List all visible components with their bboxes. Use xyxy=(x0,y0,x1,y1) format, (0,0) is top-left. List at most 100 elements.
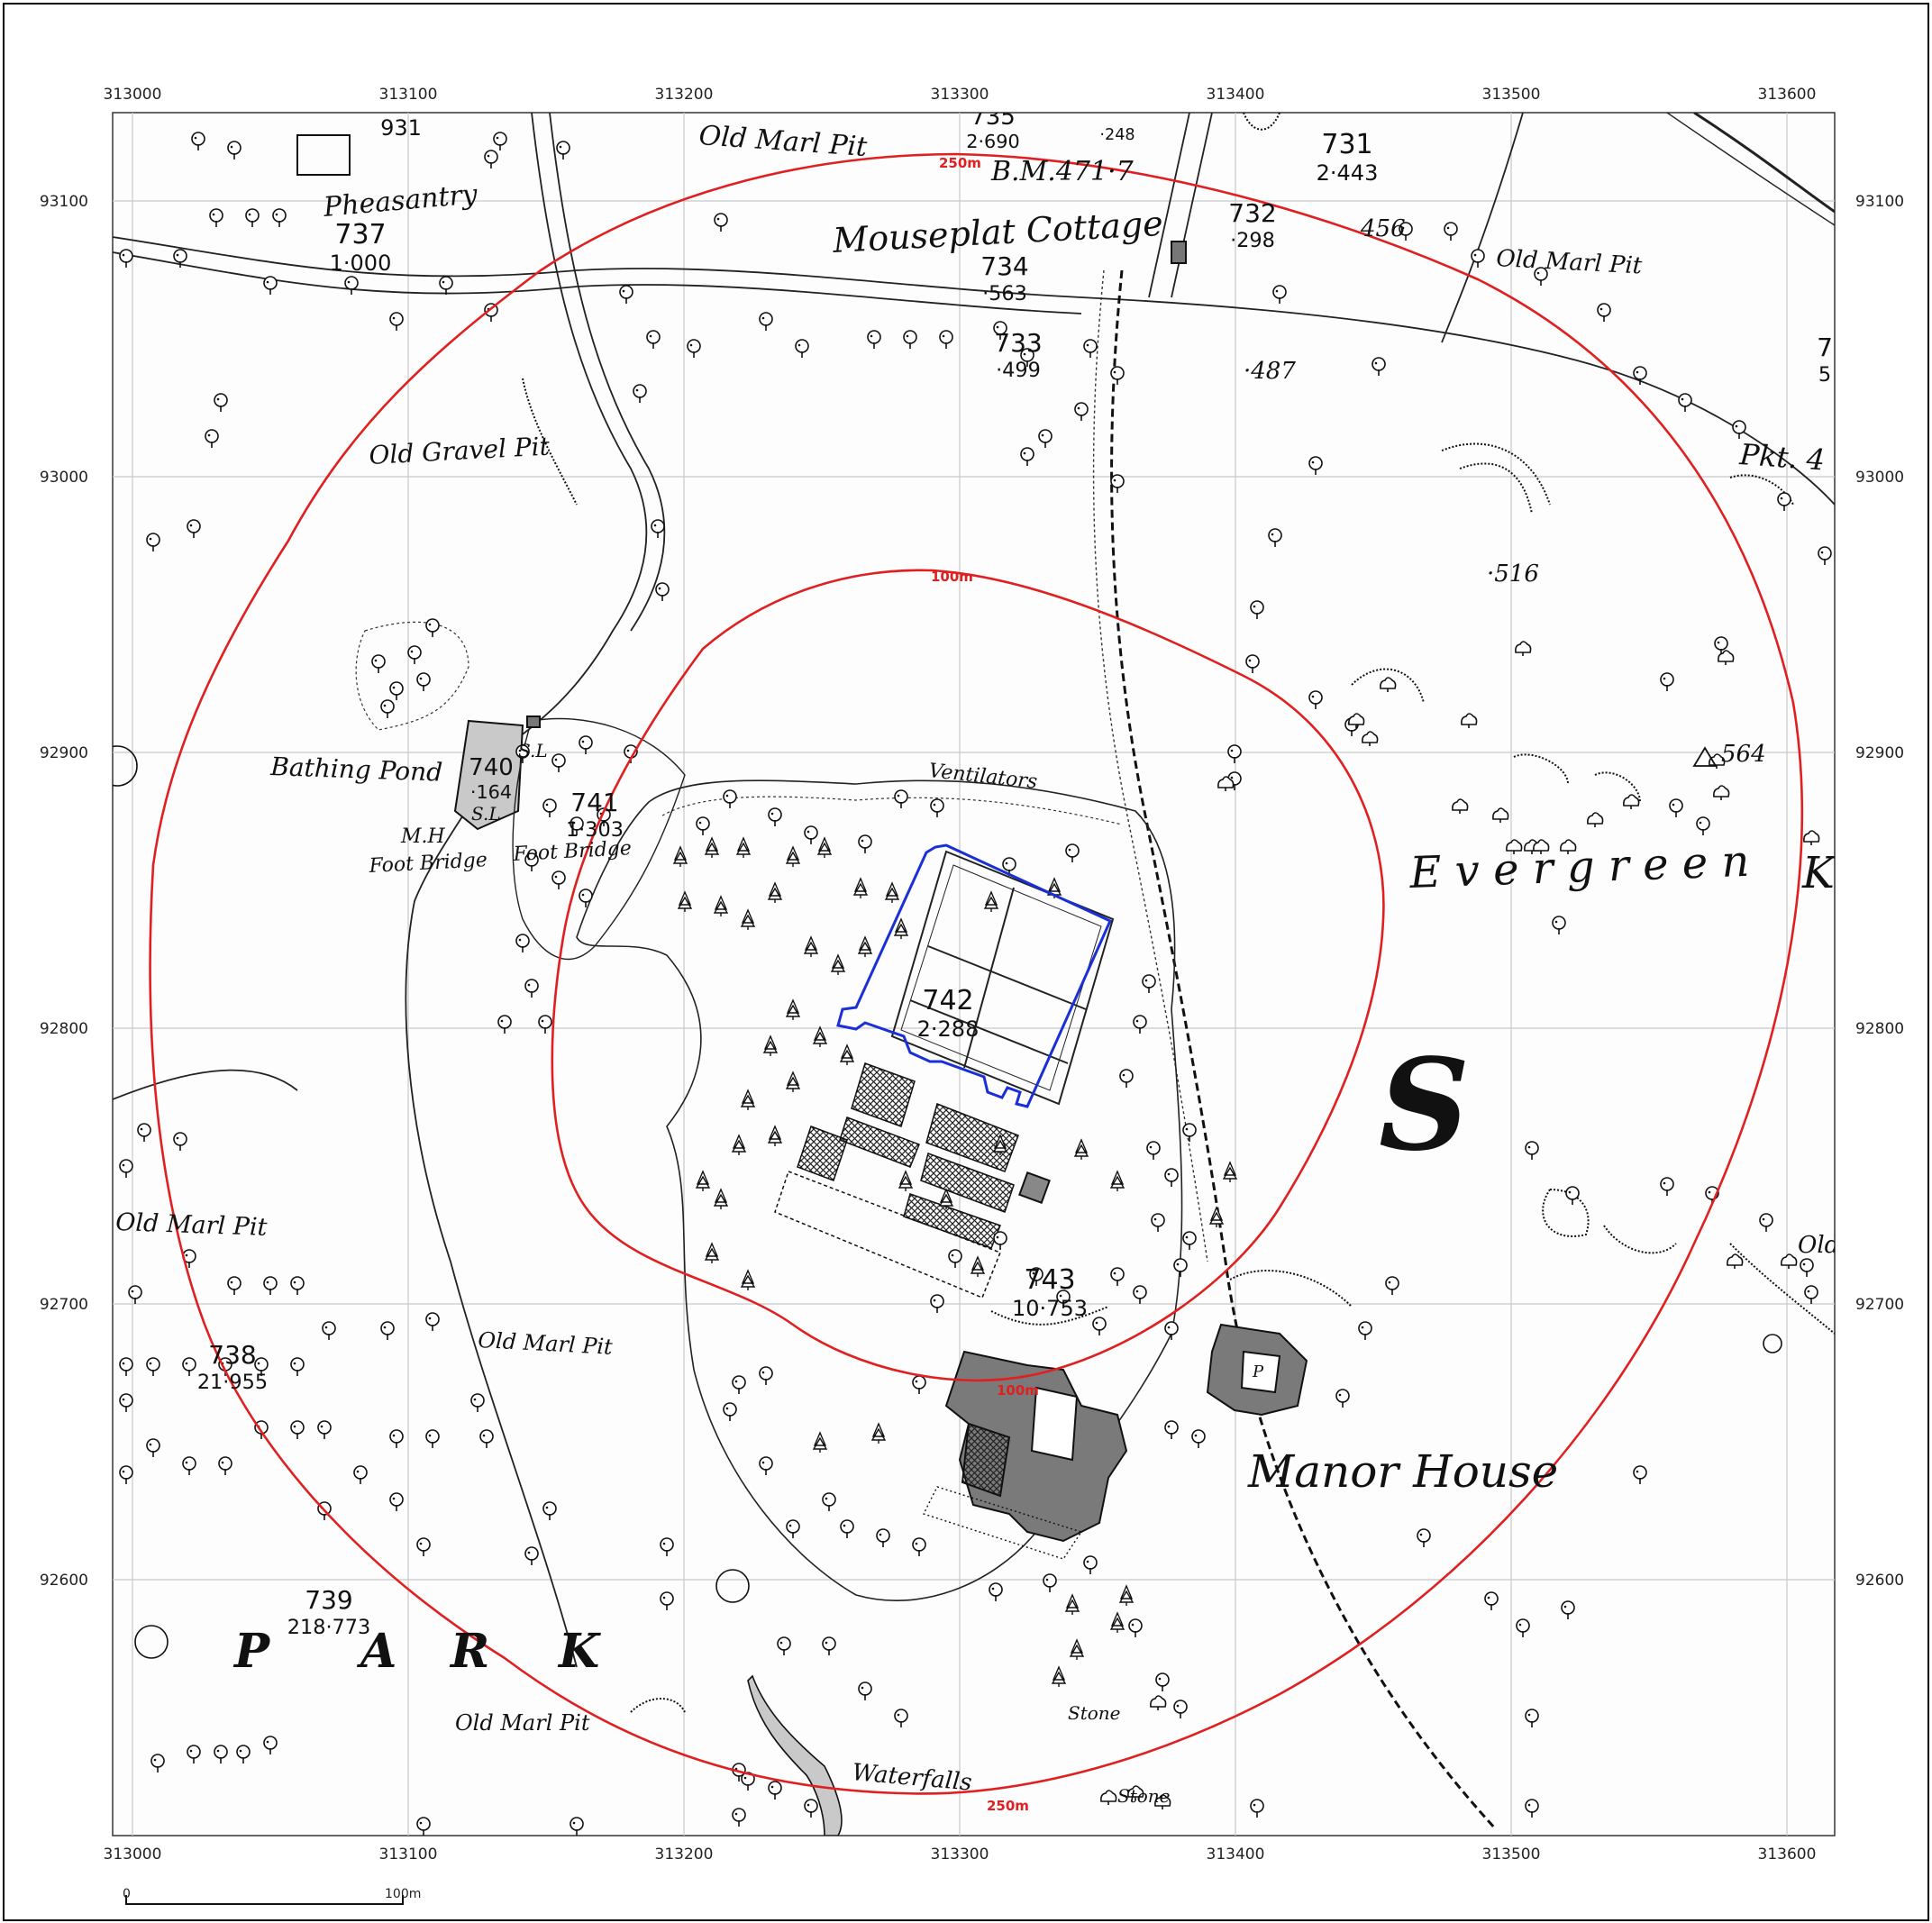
x-tick-top: 313200 xyxy=(655,86,714,104)
parcel-7x: 75 xyxy=(1817,333,1833,387)
map-area xyxy=(112,112,1836,1836)
spot-heights: 456 ·487 ·516 564 xyxy=(1244,215,1766,768)
parcel-area: 21·955 xyxy=(197,1371,268,1394)
parcel-area: 218·773 xyxy=(287,1616,371,1639)
parcel-area: ·164 xyxy=(470,781,512,803)
grounds-inner xyxy=(661,796,1123,825)
parcel-734: 734·563 xyxy=(980,251,1028,305)
y-tick-left: 92600 xyxy=(40,1572,88,1590)
y-tick-left: 92800 xyxy=(40,1020,88,1038)
y-tick-right: 92800 xyxy=(1855,1020,1904,1038)
parcel-area: 2·443 xyxy=(1317,160,1379,186)
y-tick-left: 92900 xyxy=(40,744,88,762)
scale-bar-start: 0 xyxy=(123,1887,131,1901)
place-label-stone-2: Stone xyxy=(1117,1785,1171,1807)
x-tick-top: 313400 xyxy=(1207,86,1265,104)
parcel-number: 732 xyxy=(1228,198,1276,228)
parcel-area: 1·303 xyxy=(566,818,624,842)
parcel-733: 733·499 xyxy=(994,328,1042,382)
circle-w xyxy=(113,745,138,787)
parcel-area: ·499 xyxy=(996,359,1041,382)
x-tick-bottom: 313600 xyxy=(1758,1846,1817,1864)
buffer-label-250m-top: 250m xyxy=(939,155,981,171)
walled-garden xyxy=(890,850,1115,1106)
place-label-manor-house: Manor House xyxy=(1247,1445,1558,1498)
place-label-mh: M.H xyxy=(400,825,446,848)
roads xyxy=(113,113,1835,1668)
bathing-pond-area xyxy=(453,719,524,831)
spot-height-516: ·516 xyxy=(1487,560,1539,588)
y-tick-right: 92700 xyxy=(1855,1296,1904,1314)
grid-lines xyxy=(113,113,1835,1836)
y-tick-right: 93100 xyxy=(1855,193,1904,211)
manor-house-buildings xyxy=(296,134,1308,1543)
buffer-100m xyxy=(551,569,1385,1382)
scale-bar-end: 100m xyxy=(385,1887,421,1901)
x-tick-top: 313600 xyxy=(1758,86,1817,104)
parcel-number: 738 xyxy=(208,1340,256,1370)
place-label-old-marl-pit-s: Old Marl Pit xyxy=(455,1710,590,1736)
parcel-area: 2·690 xyxy=(966,131,1020,152)
dotted-path xyxy=(1092,269,1208,1262)
y-ticks-right: 93100 93000 92900 92800 92700 92600 xyxy=(1855,193,1904,1590)
glasshouses xyxy=(774,1062,1019,1299)
place-label-ever-k: K xyxy=(1801,848,1837,898)
parcel-number: 734 xyxy=(980,251,1028,281)
parcel-number: 7 xyxy=(1817,333,1833,362)
parcel-number: 739 xyxy=(305,1585,352,1615)
parcel-area: 2·288 xyxy=(917,1016,980,1042)
buffer-label-100m-bottom: 100m xyxy=(997,1382,1039,1399)
place-label-pkt: Pkt. 4 xyxy=(1737,437,1826,478)
place-label-park-a: A xyxy=(356,1624,396,1679)
buffer-250m xyxy=(149,152,1804,1795)
y-tick-right: 92900 xyxy=(1855,744,1904,762)
spot-height-456: 456 xyxy=(1360,215,1406,242)
place-label-park-p: P xyxy=(232,1624,271,1679)
place-label-old-marl-pit-w: Old Marl Pit xyxy=(115,1208,268,1242)
y-ticks-left: 93100 93000 92900 92800 92700 92600 xyxy=(40,193,88,1590)
grounds-outline xyxy=(576,779,1183,1601)
buffer-label-100m-top: 100m xyxy=(931,569,973,585)
x-tick-top: 313500 xyxy=(1482,86,1541,104)
place-label-stone-1: Stone xyxy=(1068,1702,1121,1724)
x-tick-top: 313300 xyxy=(931,86,989,104)
place-label-evergreen: E v e r g r e e n xyxy=(1408,836,1750,898)
place-label-bathing-pond: Bathing Pond xyxy=(269,752,443,788)
parcel-area: 5 xyxy=(1818,363,1831,387)
parcel-number: 743 xyxy=(1024,1264,1075,1296)
parcel-area: 10·753 xyxy=(1012,1296,1088,1321)
parcel-number: 931 xyxy=(380,115,422,141)
parcel-732: 732·298 xyxy=(1228,198,1276,252)
parcel-area: ·563 xyxy=(982,282,1027,305)
parcel-area: ·298 xyxy=(1230,229,1275,252)
circle-sw xyxy=(134,1625,169,1659)
pit-circle-e xyxy=(1763,1334,1782,1353)
parcel-area: ·248 xyxy=(1099,126,1135,144)
place-label-park-r: R xyxy=(449,1624,489,1679)
y-tick-right: 93000 xyxy=(1855,469,1904,487)
parcel-number: 731 xyxy=(1321,129,1372,160)
x-tick-bottom: 313500 xyxy=(1482,1846,1541,1864)
x-tick-bottom: 313200 xyxy=(655,1846,714,1864)
circle-sw2 xyxy=(715,1569,750,1603)
dashed-track xyxy=(1110,269,1498,1831)
x-tick-top: 313100 xyxy=(379,86,438,104)
y-tick-right: 92600 xyxy=(1855,1572,1904,1590)
x-tick-top: 313000 xyxy=(104,86,162,104)
trig-triangle xyxy=(1692,746,1718,767)
parcel-740: 740·164 xyxy=(469,754,514,803)
parcel-number: 741 xyxy=(570,788,618,817)
parcel-number: 740 xyxy=(469,754,514,781)
y-tick-left: 93100 xyxy=(40,193,88,211)
x-tick-bottom: 313000 xyxy=(104,1846,162,1864)
spot-height-487: ·487 xyxy=(1244,358,1296,385)
y-tick-left: 92700 xyxy=(40,1296,88,1314)
